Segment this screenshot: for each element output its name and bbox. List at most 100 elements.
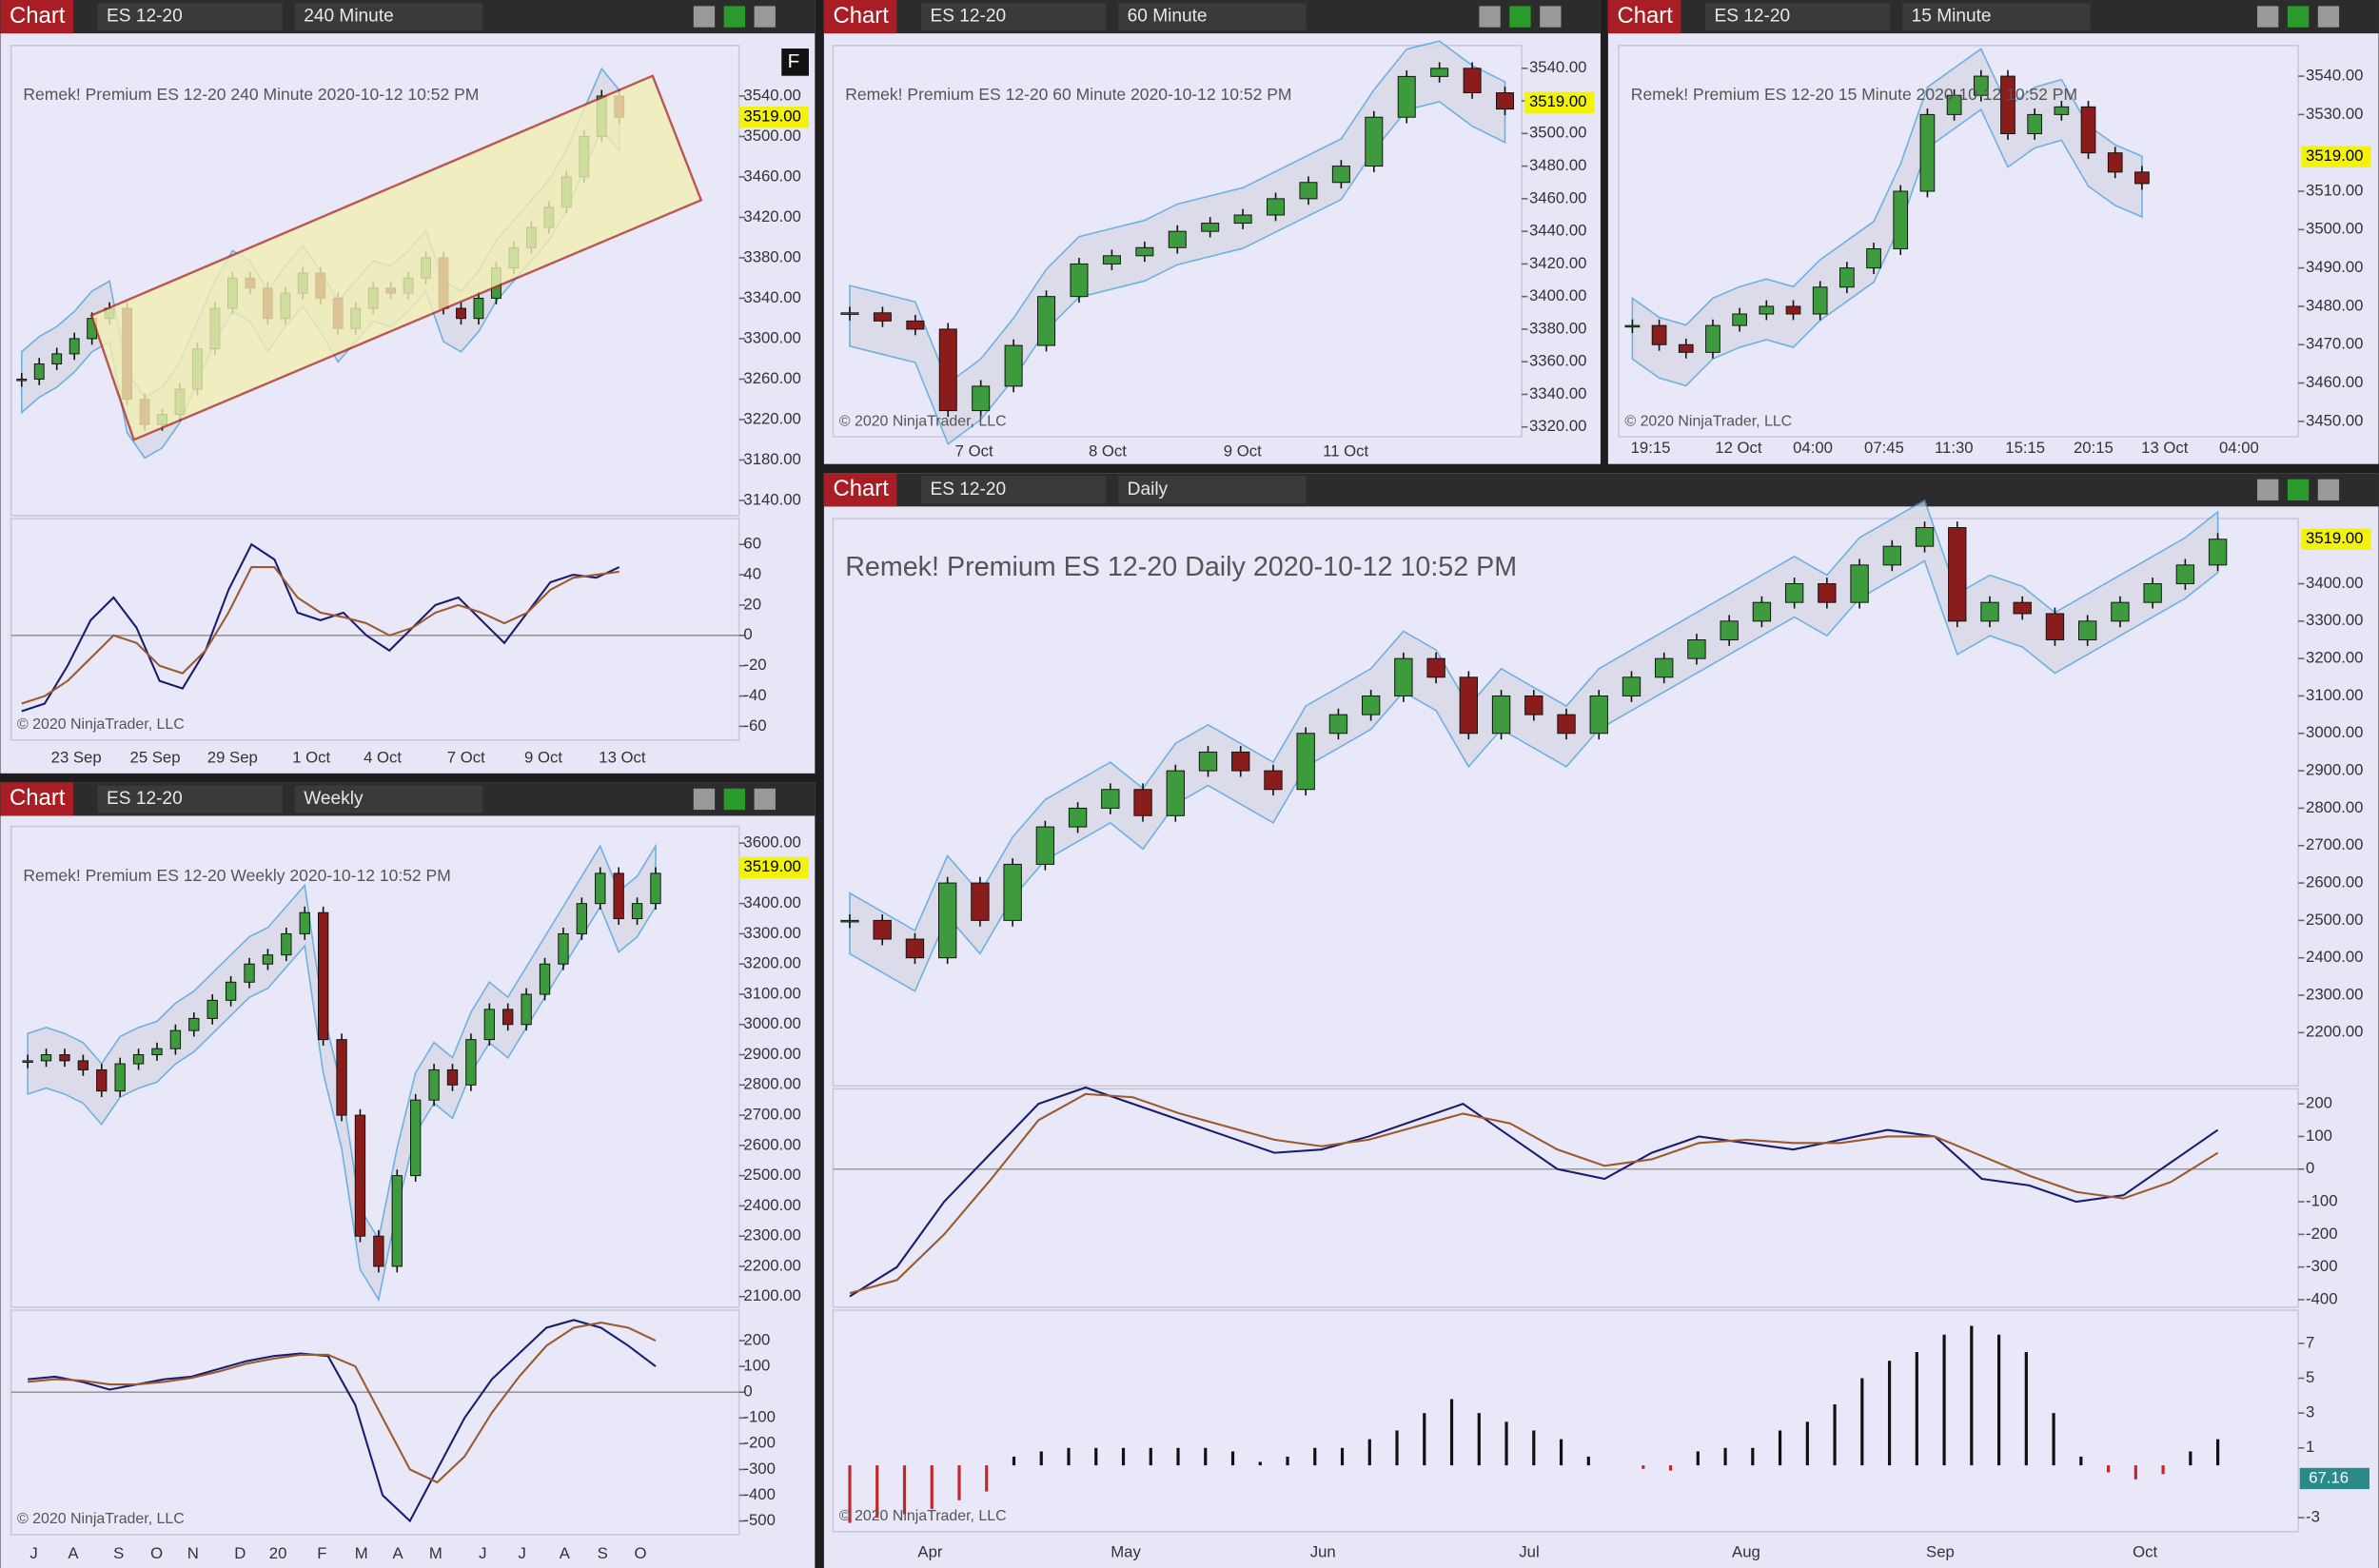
price-tick-label: 2100.00 [743,1286,800,1304]
oscillator-line [28,1321,657,1484]
oscillator-area [10,518,740,741]
chart-tab-label[interactable]: Chart [10,785,66,811]
candle [502,1009,514,1026]
interval-box[interactable] [294,3,483,30]
interval[interactable]: 240 Minute [304,7,394,27]
window-button[interactable] [2257,479,2279,500]
chart-tab-label[interactable]: Chart [1617,3,1673,29]
instrument[interactable]: ES 12-20 [107,789,183,809]
candle [2111,601,2130,622]
osc-tick-label: -20 [743,656,766,674]
candle [1201,223,1220,232]
price-tick-label: 3400.00 [1529,286,1586,304]
interval[interactable]: Weekly [304,789,364,809]
instrument-box[interactable] [1704,3,1891,30]
chart-tab[interactable] [823,473,897,507]
osc-tick-label: -300 [743,1460,775,1478]
time-label: Jul [1519,1542,1539,1560]
osc-tick-label: 20 [743,595,761,613]
window-button[interactable] [1540,6,1562,28]
price-tick-label: 3450.00 [2306,411,2363,429]
window-button[interactable] [693,788,716,811]
instrument[interactable]: ES 12-20 [107,7,183,27]
candle [1589,695,1608,735]
interval-box[interactable] [1118,3,1307,30]
chart-title: Remek! Premium ES 12-20 Daily 2020-10-12… [845,552,1517,582]
candle [1365,116,1384,167]
osc-tick-label: -300 [2306,1257,2337,1275]
candle [1004,344,1023,387]
osc-tick-label: -200 [743,1434,775,1452]
hist-marker-box [2299,1467,2369,1490]
corner-button[interactable] [781,49,809,76]
price-tick-label: 3460.00 [1529,188,1586,206]
window-button[interactable] [2287,6,2310,28]
window-button[interactable] [693,6,716,28]
chart-tab[interactable] [823,0,897,34]
instrument[interactable]: ES 12-20 [930,480,1006,500]
interval-box[interactable] [1902,3,2091,30]
price-tick-label: 3100.00 [2306,686,2363,704]
candle [244,963,255,983]
hist-tick-label: 3 [2306,1403,2314,1421]
time-label: N [187,1544,199,1562]
candle [1732,313,1747,326]
instrument-box[interactable] [920,476,1107,504]
window-button[interactable] [2257,6,2279,28]
time-label: 8 Oct [1089,441,1127,460]
chart-tab-label[interactable]: Chart [833,476,889,501]
candle [595,872,606,905]
instrument[interactable]: ES 12-20 [930,7,1006,27]
chart-title: Remek! Premium ES 12-20 240 Minute 2020-… [23,85,479,104]
volatility-band [849,499,2219,992]
price-tick-label: 3400.00 [743,893,800,911]
toolbar: Chart ES 12-20 240 Minute [0,0,816,34]
interval[interactable]: 60 Minute [1128,7,1208,27]
instrument-box[interactable] [920,3,1107,30]
candle [410,1099,422,1177]
price-tick-label: 3100.00 [743,984,800,1002]
interval[interactable]: Daily [1128,480,1169,500]
interval-box[interactable] [1118,476,1307,504]
window-button[interactable] [723,788,746,811]
copyright: © 2020 NinjaTrader, LLC [839,1508,1007,1524]
window-button[interactable] [1509,6,1531,28]
candle [1524,695,1543,715]
window-button[interactable] [1479,6,1501,28]
window-button[interactable] [2317,6,2340,28]
price-tick-label: 3360.00 [1529,352,1586,370]
price-tick-label: 2600.00 [743,1135,800,1153]
window-button[interactable] [754,6,776,28]
instrument-box[interactable] [97,785,283,813]
window-button[interactable] [2317,479,2340,500]
chart-tab-label[interactable]: Chart [10,3,66,29]
candle [1973,75,1989,96]
last-price-box [738,856,809,878]
price-tick-label: 3490.00 [2306,258,2363,276]
price-tick-label: 3540.00 [2306,66,2363,84]
interval[interactable]: 15 Minute [1912,7,1992,27]
time-label: J [479,1544,486,1562]
window-button[interactable] [754,788,776,811]
chart-tab-label[interactable]: Chart [833,3,889,29]
chart-tab[interactable] [1607,0,1681,34]
candle [1267,198,1286,216]
hist-tick-label: -3 [2306,1508,2320,1526]
window-button[interactable] [723,6,746,28]
instrument-box[interactable] [97,3,283,30]
window-button[interactable] [2287,479,2310,500]
oscillator-line [849,1086,2219,1298]
instrument[interactable]: ES 12-20 [1714,7,1790,27]
candle [22,1060,33,1063]
corner-button-label[interactable]: F [788,50,800,72]
interval-box[interactable] [294,785,483,813]
time-label: 11 Oct [1323,441,1368,460]
chart-tab[interactable] [0,0,73,34]
chart-tab[interactable] [0,782,73,816]
osc-tick-label: -60 [743,716,766,735]
candle [16,378,28,382]
price-tick-label: 2400.00 [743,1196,800,1214]
candle [1035,826,1055,865]
time-label: Apr [917,1542,942,1560]
